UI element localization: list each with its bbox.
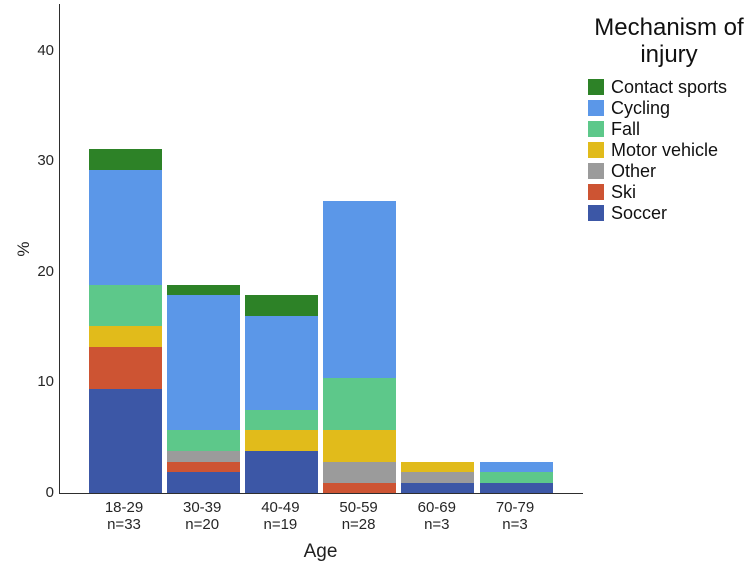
legend-item-label: Other <box>611 160 657 181</box>
bar-segment <box>401 461 475 473</box>
x-tick-label: 60-69 n=3 <box>392 499 482 533</box>
x-tick-label: 30-39 n=20 <box>157 499 247 533</box>
x-tick-label: 70-79 n=3 <box>470 499 560 533</box>
bar-segment <box>244 315 318 410</box>
legend-item: Ski <box>588 181 750 202</box>
legend-swatch-icon <box>588 204 604 221</box>
bar-segment <box>323 482 397 493</box>
bar-segment <box>166 294 240 431</box>
bar-segment <box>244 294 318 316</box>
legend-swatch-icon <box>588 141 604 158</box>
legend-items: Contact sports Cycling Fall Motor vehicle Ot… <box>588 76 750 223</box>
x-tick-n-count: n=20 <box>185 516 220 533</box>
x-tick-n-count: n=33 <box>107 516 141 533</box>
legend-item: Cycling <box>588 97 750 118</box>
bar-segment <box>479 472 553 483</box>
legend-swatch-icon <box>588 78 604 95</box>
bar-segment <box>244 451 318 493</box>
legend-swatch-icon <box>588 162 604 179</box>
legend-item: Other <box>588 160 750 181</box>
legend-swatch-icon <box>588 99 604 116</box>
y-tick-label: 40 <box>37 41 54 59</box>
x-axis-title: Age <box>303 541 338 562</box>
bar-segment <box>88 388 162 493</box>
legend-item-label: Cycling <box>611 97 671 118</box>
y-tick-label: 10 <box>37 373 54 391</box>
bar-segment <box>479 461 553 473</box>
x-tick-category: 70-79 <box>495 499 535 516</box>
x-tick-category: 50-59 <box>339 499 378 516</box>
legend-item: Soccer <box>588 202 750 223</box>
x-tick-category: 60-69 <box>417 499 456 516</box>
legend-item: Motor vehicle <box>588 139 750 160</box>
bar-segment <box>88 347 162 389</box>
bar-segment <box>166 461 240 473</box>
x-tick-category: 40-49 <box>261 499 300 516</box>
legend-swatch-icon <box>588 120 604 137</box>
bar-segment <box>479 482 553 493</box>
bar-segment <box>88 149 162 170</box>
x-tick-category: 30-39 <box>183 499 222 516</box>
x-tick-n-count: n=28 <box>341 516 376 533</box>
bar-segment <box>88 326 162 348</box>
legend-item-label: Fall <box>611 118 641 139</box>
legend-swatch-icon <box>588 183 604 200</box>
legend-item-label: Soccer <box>611 202 668 223</box>
bar-segment <box>244 409 318 431</box>
bar-segment <box>323 461 397 483</box>
bar-segment <box>401 472 475 483</box>
x-tick-label: 18-29 n=33 <box>79 499 169 533</box>
x-tick-n-count: n=3 <box>424 516 450 533</box>
legend-item-label: Motor vehicle <box>611 139 719 160</box>
bar-segment <box>88 169 162 285</box>
bar-segment <box>166 451 240 462</box>
plot-area <box>59 4 583 494</box>
legend-item: Contact sports <box>588 76 750 97</box>
bar-segment <box>323 378 397 431</box>
bar-segment <box>166 284 240 295</box>
x-tick-n-count: n=3 <box>502 516 528 533</box>
bar-segment <box>323 430 397 462</box>
bar-segment <box>166 472 240 493</box>
legend-item: Fall <box>588 118 750 139</box>
bar-segment <box>323 201 397 379</box>
legend-item-label: Contact sports <box>611 76 728 97</box>
x-tick-label: 40-49 n=19 <box>235 499 325 533</box>
legend-item-label: Ski <box>611 181 637 202</box>
x-tick-label: 50-59 n=28 <box>314 499 404 533</box>
y-tick-label: 20 <box>37 262 54 280</box>
legend: Mechanism of injury Contact sports Cyclin… <box>588 14 750 223</box>
bar-segment <box>88 284 162 327</box>
legend-title: Mechanism of injury <box>594 14 744 68</box>
bar-segment <box>244 430 318 452</box>
x-tick-n-count: n=19 <box>263 516 298 533</box>
bar-segment <box>166 430 240 452</box>
x-tick-category: 18-29 <box>104 499 144 516</box>
bar-segment <box>401 482 475 493</box>
y-tick-label: 0 <box>45 484 54 501</box>
y-tick-label: 30 <box>37 152 54 170</box>
